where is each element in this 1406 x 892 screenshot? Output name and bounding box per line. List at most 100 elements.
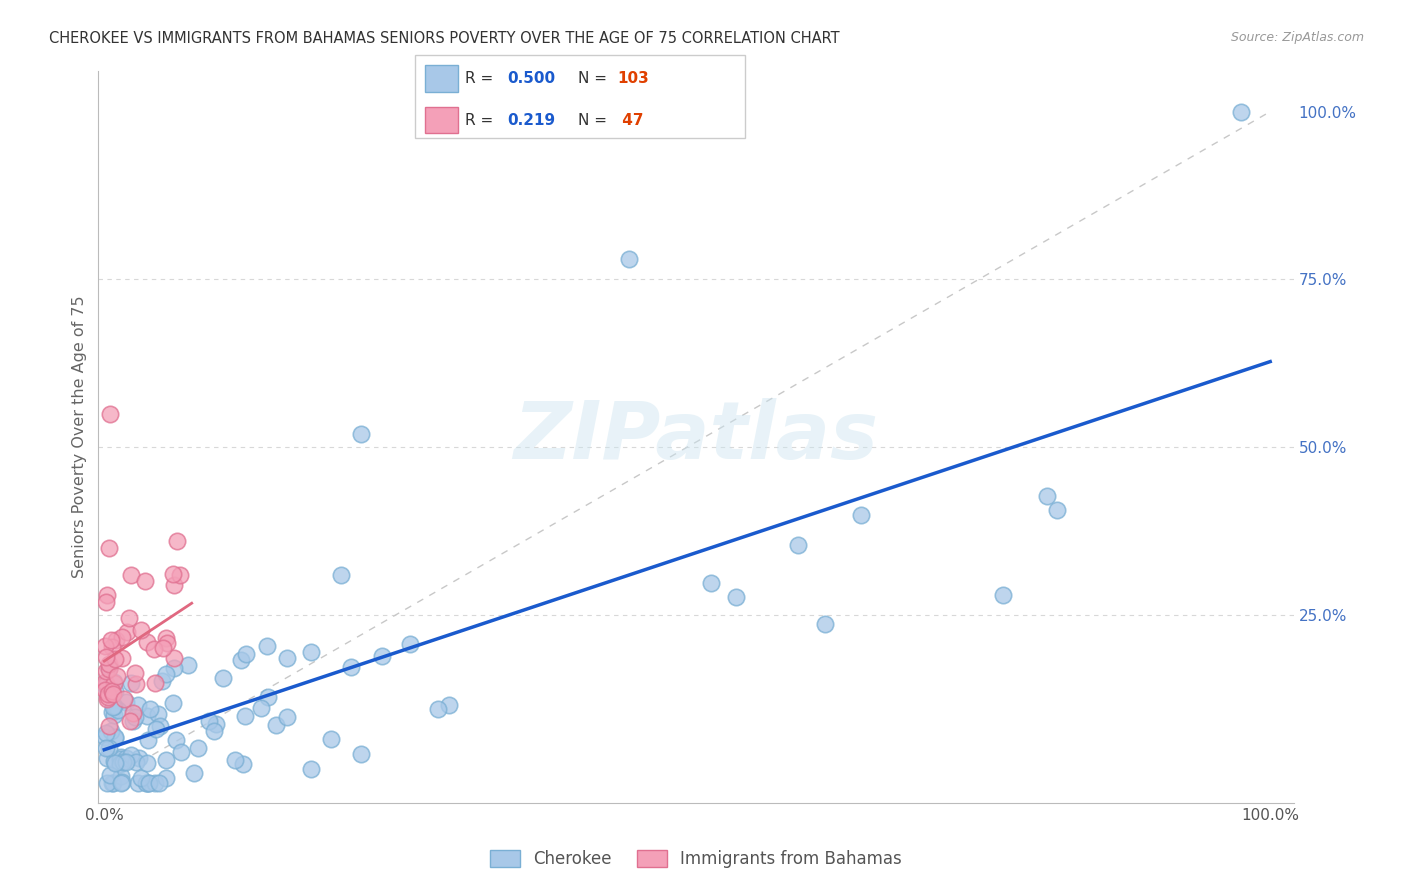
Text: Source: ZipAtlas.com: Source: ZipAtlas.com (1230, 31, 1364, 45)
Point (98, 662, 121, 676)
Point (98, 768, 121, 782)
Point (176, 658, 198, 673)
Point (183, 766, 205, 780)
Point (319, 731, 342, 746)
Point (1036, 489, 1059, 503)
Point (699, 576, 721, 591)
Point (107, 703, 129, 717)
Point (103, 700, 125, 714)
Point (991, 588, 1014, 602)
Point (233, 709, 256, 723)
Point (120, 676, 142, 690)
Point (115, 695, 138, 709)
Point (98, 407, 121, 421)
Point (104, 731, 127, 746)
Point (97, 687, 120, 701)
Point (94, 683, 117, 698)
Point (120, 568, 142, 582)
Point (299, 645, 322, 659)
Point (104, 683, 127, 698)
Point (127, 698, 149, 712)
Point (103, 755, 125, 769)
Point (264, 718, 287, 732)
Text: N =: N = (578, 112, 612, 128)
Text: R =: R = (465, 71, 499, 86)
Point (212, 672, 235, 686)
Point (110, 769, 132, 783)
Point (101, 640, 124, 655)
Point (139, 702, 162, 716)
Point (97, 657, 120, 672)
Point (143, 775, 166, 789)
Point (142, 641, 165, 656)
Point (110, 750, 132, 764)
Point (104, 652, 127, 666)
Point (224, 753, 246, 767)
Point (105, 632, 128, 647)
Point (135, 756, 157, 770)
Point (94, 595, 117, 609)
Point (187, 740, 209, 755)
Point (127, 775, 149, 789)
Point (124, 665, 146, 680)
Point (97, 661, 120, 675)
Point (156, 636, 179, 650)
Point (232, 756, 254, 771)
Point (96, 690, 118, 704)
Point (118, 714, 141, 728)
Point (96, 751, 118, 765)
Point (103, 708, 125, 723)
Point (155, 771, 177, 785)
Point (121, 714, 143, 729)
Point (170, 745, 193, 759)
Point (96, 677, 118, 691)
Point (129, 772, 152, 786)
Point (849, 508, 872, 523)
Point (96, 741, 118, 756)
Point (103, 698, 125, 713)
Point (136, 733, 159, 747)
Text: 103: 103 (617, 71, 650, 86)
Legend: Cherokee, Immigrants from Bahamas: Cherokee, Immigrants from Bahamas (484, 844, 908, 875)
Point (101, 687, 124, 701)
Point (128, 751, 150, 765)
Point (120, 747, 142, 762)
Text: 0.219: 0.219 (508, 112, 555, 128)
Point (97, 541, 120, 555)
Point (94, 639, 117, 653)
Point (340, 660, 363, 674)
Point (350, 747, 373, 762)
Point (162, 566, 184, 581)
Point (371, 648, 394, 663)
Point (103, 676, 125, 690)
Text: N =: N = (578, 71, 612, 86)
Point (166, 533, 188, 548)
Text: 0.500: 0.500 (508, 71, 555, 86)
Point (134, 574, 156, 588)
Point (256, 690, 278, 704)
Point (94, 650, 117, 665)
Point (202, 724, 225, 739)
Point (150, 674, 173, 689)
Point (111, 630, 134, 644)
Point (155, 666, 177, 681)
Point (110, 752, 132, 766)
Point (250, 701, 273, 715)
Point (94, 726, 117, 740)
Point (100, 633, 122, 648)
Point (329, 568, 352, 582)
Point (163, 650, 186, 665)
Point (155, 753, 177, 767)
Point (350, 426, 373, 441)
Point (111, 755, 134, 769)
Point (276, 650, 298, 665)
Point (169, 568, 191, 582)
Point (101, 706, 124, 720)
Point (138, 775, 160, 789)
Point (145, 722, 167, 736)
Point (1230, 104, 1253, 119)
Point (787, 538, 810, 552)
Point (122, 706, 145, 721)
Point (125, 677, 148, 691)
Point (124, 710, 146, 724)
